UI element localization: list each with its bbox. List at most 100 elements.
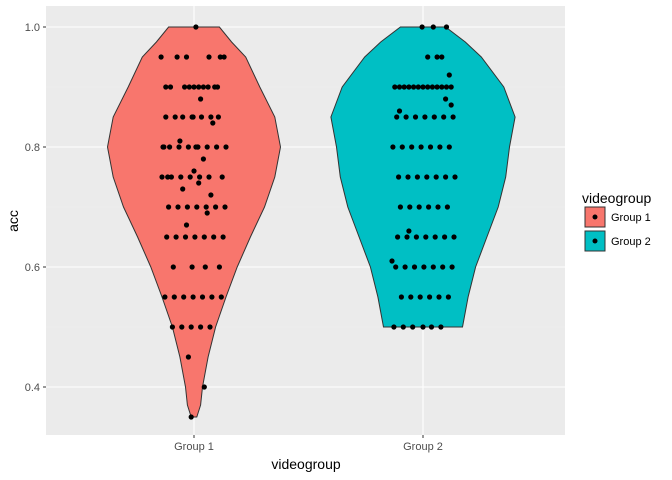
data-point-group-2 <box>411 84 417 90</box>
data-point-group-1 <box>188 324 194 330</box>
data-point-group-2 <box>399 144 405 150</box>
data-point-group-1 <box>199 294 206 300</box>
data-point-group-2 <box>417 294 423 300</box>
data-point-group-1 <box>186 84 192 90</box>
data-point-group-1 <box>194 204 200 210</box>
data-point-group-2 <box>421 264 427 270</box>
data-point-group-2 <box>413 234 419 240</box>
data-point-group-1 <box>202 264 208 270</box>
data-point-group-1 <box>174 54 180 60</box>
data-point-group-2 <box>428 324 435 330</box>
data-point-group-1 <box>175 204 181 210</box>
data-point-group-2 <box>445 294 451 300</box>
data-point-group-1 <box>163 84 169 90</box>
data-point-group-2 <box>392 84 398 90</box>
data-point-group-1 <box>192 234 198 240</box>
data-point-group-1 <box>219 174 225 180</box>
data-point-group-1 <box>184 204 190 210</box>
data-point-group-1 <box>193 144 199 150</box>
data-point-group-2 <box>425 84 431 90</box>
data-point-group-1 <box>208 114 214 120</box>
data-point-group-1 <box>163 114 169 120</box>
data-point-group-2 <box>415 84 421 90</box>
data-point-group-2 <box>390 144 396 150</box>
x-axis: Group 1 Group 2 <box>174 435 443 453</box>
data-point-group-1 <box>208 192 214 198</box>
data-point-group-1 <box>193 24 199 30</box>
data-point-group-2 <box>414 174 420 180</box>
data-point-group-2 <box>431 114 437 120</box>
legend-label-group-2: Group 2 <box>611 236 651 248</box>
data-point-group-1 <box>214 84 221 90</box>
data-point-group-1 <box>203 204 209 210</box>
data-point-group-2 <box>420 324 426 330</box>
data-point-group-1 <box>183 54 190 60</box>
data-point-group-1 <box>167 84 174 90</box>
data-point-group-1 <box>200 156 206 162</box>
data-point-group-1 <box>177 138 183 144</box>
data-point-group-2 <box>395 234 401 240</box>
data-point-group-1 <box>216 264 222 270</box>
data-point-group-1 <box>211 234 217 240</box>
data-point-group-1 <box>209 294 215 300</box>
x-tick-label: Group 2 <box>403 441 443 453</box>
y-axis: 0.4 0.6 0.8 1.0 <box>25 22 46 394</box>
data-point-group-2 <box>391 324 397 330</box>
data-point-group-2 <box>419 24 425 30</box>
data-point-group-1 <box>190 114 196 120</box>
data-point-group-2 <box>426 204 432 210</box>
data-point-group-2 <box>410 324 416 330</box>
data-point-group-2 <box>420 84 426 90</box>
data-point-group-1 <box>176 144 182 150</box>
data-point-group-1 <box>180 186 186 192</box>
data-point-group-1 <box>182 234 189 240</box>
data-point-group-1 <box>182 84 188 90</box>
data-point-group-1 <box>217 54 223 60</box>
y-axis-title: acc <box>5 210 21 232</box>
data-point-group-1 <box>185 144 191 150</box>
legend-title: videogroup <box>582 190 651 206</box>
data-point-group-1 <box>168 174 174 180</box>
data-point-group-2 <box>407 204 413 210</box>
data-point-group-2 <box>440 264 446 270</box>
data-point-group-2 <box>434 84 440 90</box>
data-point-group-2 <box>389 258 395 264</box>
data-point-group-2 <box>432 234 438 240</box>
data-point-group-1 <box>189 264 195 270</box>
data-point-group-2 <box>450 114 456 120</box>
data-point-group-2 <box>429 84 435 90</box>
legend-key-group-1: Group 1 <box>584 206 651 228</box>
data-point-group-2 <box>409 144 415 150</box>
data-point-group-2 <box>448 84 454 90</box>
data-point-group-1 <box>187 174 193 180</box>
data-point-group-1 <box>162 294 168 300</box>
data-point-group-1 <box>196 180 202 186</box>
data-point-group-1 <box>167 144 173 150</box>
data-point-group-2 <box>423 234 429 240</box>
data-point-group-1 <box>215 114 221 120</box>
violin-2 <box>330 26 516 328</box>
legend-point-group-1 <box>592 214 598 220</box>
data-point-group-2 <box>405 174 411 180</box>
data-point-group-2 <box>406 228 412 234</box>
data-point-group-2 <box>443 174 449 180</box>
data-point-group-2 <box>394 114 400 120</box>
data-point-group-2 <box>396 174 402 180</box>
data-point-group-2 <box>411 264 418 270</box>
data-point-group-1 <box>170 264 176 270</box>
legend-label-group-1: Group 1 <box>611 212 651 224</box>
data-point-group-1 <box>205 84 211 90</box>
violin-layer <box>106 26 516 418</box>
data-point-group-2 <box>441 114 447 120</box>
y-tick-label: 0.6 <box>25 262 40 274</box>
data-point-group-2 <box>443 96 449 102</box>
data-point-group-2 <box>425 54 431 60</box>
data-point-group-1 <box>221 54 227 60</box>
data-point-group-1 <box>172 114 178 120</box>
data-point-group-2 <box>446 72 452 78</box>
data-point-group-2 <box>397 204 403 210</box>
data-point-group-2 <box>452 174 458 180</box>
data-point-group-2 <box>443 84 450 90</box>
data-point-group-1 <box>165 174 171 180</box>
data-point-group-1 <box>218 294 224 300</box>
